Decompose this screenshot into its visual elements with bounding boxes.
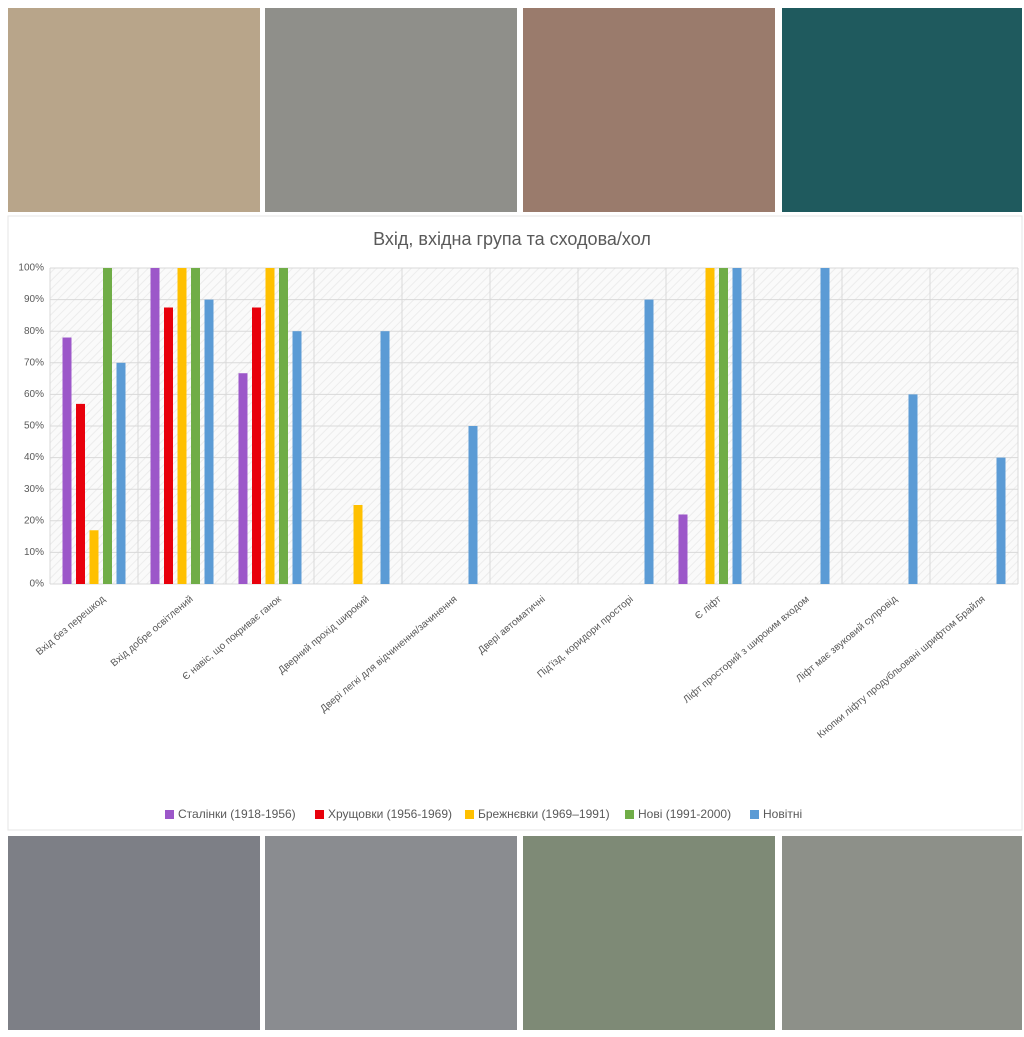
legend-label: Новітні	[763, 807, 802, 821]
bar	[103, 268, 112, 584]
bar	[732, 268, 742, 584]
legend-label: Нові (1991-2000)	[638, 807, 731, 821]
bar	[353, 505, 363, 584]
bar	[150, 268, 160, 584]
bar	[468, 426, 478, 584]
y-tick-label: 0%	[30, 579, 45, 590]
y-tick-label: 50%	[24, 421, 44, 432]
bar	[644, 299, 654, 584]
bar	[705, 268, 715, 584]
y-tick-label: 10%	[24, 547, 44, 558]
bar	[719, 268, 728, 584]
y-tick-label: 80%	[24, 326, 44, 337]
photos-bottom	[8, 836, 1022, 1030]
photo	[523, 836, 775, 1030]
bar	[252, 307, 261, 584]
photo	[8, 836, 260, 1030]
bar	[177, 268, 187, 584]
bar	[76, 403, 85, 584]
photos-top	[8, 8, 1022, 212]
photo	[8, 8, 260, 212]
bar	[62, 337, 72, 584]
bar	[164, 307, 173, 584]
bar	[908, 394, 918, 584]
bar	[204, 299, 214, 584]
photo	[265, 8, 517, 212]
y-tick-label: 90%	[24, 294, 44, 305]
bar	[191, 268, 200, 584]
legend-label: Хрущовки (1956-1969)	[328, 807, 452, 821]
legend-swatch	[750, 810, 759, 819]
bar	[279, 268, 288, 584]
photo	[782, 836, 1022, 1030]
bar	[820, 268, 830, 584]
bar	[89, 530, 99, 584]
y-tick-label: 30%	[24, 484, 44, 495]
bar	[292, 331, 302, 584]
bar	[380, 331, 390, 584]
bar	[996, 457, 1006, 584]
legend-label: Брежнєвки (1969–1991)	[478, 807, 610, 821]
bar	[265, 268, 275, 584]
chart-title: Вхід, вхідна група та сходова/хол	[373, 229, 651, 249]
legend-swatch	[315, 810, 324, 819]
photo	[265, 836, 517, 1030]
y-tick-label: 60%	[24, 389, 44, 400]
y-tick-label: 70%	[24, 357, 44, 368]
legend-swatch	[165, 810, 174, 819]
bar	[116, 362, 126, 584]
y-tick-label: 100%	[18, 263, 44, 274]
legend-label: Сталінки (1918-1956)	[178, 807, 296, 821]
bar	[678, 514, 688, 584]
bar	[238, 373, 248, 584]
photo	[523, 8, 775, 212]
photo	[782, 8, 1022, 212]
legend-swatch	[465, 810, 474, 819]
y-tick-label: 20%	[24, 515, 44, 526]
legend-swatch	[625, 810, 634, 819]
y-tick-label: 40%	[24, 452, 44, 463]
